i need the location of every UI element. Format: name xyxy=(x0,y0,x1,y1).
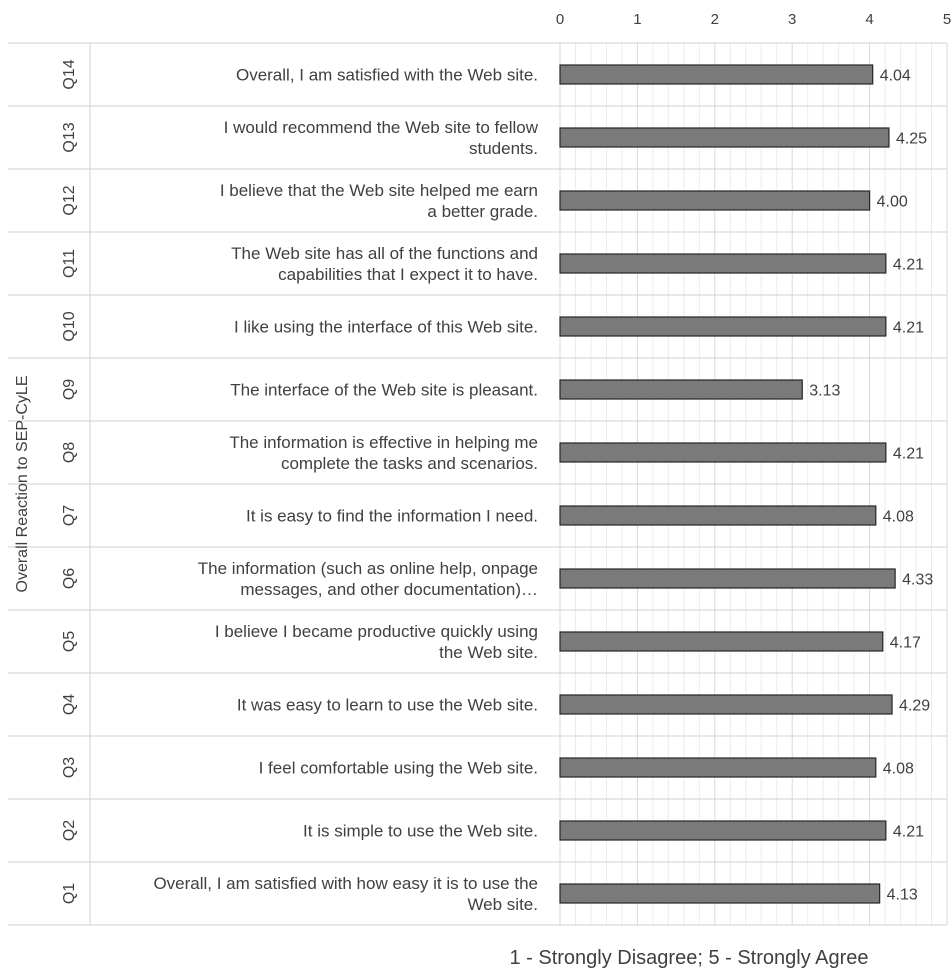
bar xyxy=(559,127,890,148)
question-id: Q11 xyxy=(61,249,78,278)
x-tick-label: 1 xyxy=(633,11,641,28)
x-axis-title: 1 - Strongly Disagree; 5 - Strongly Agre… xyxy=(509,947,868,968)
question-id: Q14 xyxy=(61,59,78,89)
question-id: Q4 xyxy=(61,694,78,715)
question-text: I believe I became productive quickly us… xyxy=(215,622,538,641)
y-axis-title: Overall Reaction to SEP-CyLE xyxy=(14,376,31,593)
question-id: Q10 xyxy=(61,311,78,341)
data-label: 4.17 xyxy=(890,635,921,652)
bar xyxy=(559,568,896,589)
question-text: capabilities that I expect it to have. xyxy=(278,265,538,284)
bar xyxy=(559,253,887,274)
question-text: The interface of the Web site is pleasan… xyxy=(230,381,538,400)
data-label: 4.21 xyxy=(893,824,924,841)
x-tick-label: 4 xyxy=(865,11,873,28)
question-text: The Web site has all of the functions an… xyxy=(231,244,538,263)
data-label: 4.13 xyxy=(887,887,918,904)
x-tick-label: 3 xyxy=(788,11,796,28)
bar xyxy=(559,379,803,400)
bar xyxy=(559,64,874,85)
question-id: Q9 xyxy=(61,379,78,400)
data-label: 4.00 xyxy=(877,194,908,211)
data-label: 4.08 xyxy=(883,509,914,526)
question-id: Q1 xyxy=(61,883,78,904)
question-text: students. xyxy=(469,139,538,158)
question-text: It is easy to find the information I nee… xyxy=(246,507,538,526)
question-id: Q8 xyxy=(61,442,78,463)
bar xyxy=(559,694,893,715)
question-id: Q12 xyxy=(61,185,78,215)
x-axis-ticks: 0 1 2 3 4 5 xyxy=(556,11,951,28)
data-label: 4.21 xyxy=(893,446,924,463)
data-label: 4.21 xyxy=(893,320,924,337)
question-text: It is simple to use the Web site. xyxy=(303,822,538,841)
question-text: Overall, I am satisfied with how easy it… xyxy=(153,874,538,893)
bar xyxy=(559,505,877,526)
data-label: 4.25 xyxy=(896,131,927,148)
bar xyxy=(559,316,887,337)
data-label: 4.04 xyxy=(880,68,911,85)
question-text: The information (such as online help, on… xyxy=(198,559,538,578)
question-id: Q6 xyxy=(61,568,78,589)
question-id: Q7 xyxy=(61,505,78,526)
bar xyxy=(559,190,871,211)
question-text: I like using the interface of this Web s… xyxy=(234,318,538,337)
bar xyxy=(559,820,887,841)
question-text: Overall, I am satisfied with the Web sit… xyxy=(236,66,538,85)
question-text: a better grade. xyxy=(427,202,538,221)
row-separators xyxy=(8,42,947,926)
x-tick-label: 2 xyxy=(711,11,719,28)
bar xyxy=(559,757,877,778)
question-text: messages, and other documentation)… xyxy=(240,580,538,599)
data-label: 4.29 xyxy=(899,698,930,715)
bar xyxy=(559,442,887,463)
data-label: 4.08 xyxy=(883,761,914,778)
question-text: It was easy to learn to use the Web site… xyxy=(237,696,538,715)
question-text: I believe that the Web site helped me ea… xyxy=(220,181,538,200)
question-id: Q13 xyxy=(61,122,78,152)
question-text: complete the tasks and scenarios. xyxy=(281,454,538,473)
data-label: 3.13 xyxy=(809,383,840,400)
question-text: Web site. xyxy=(467,895,538,914)
x-tick-label: 5 xyxy=(943,11,951,28)
category-labels: Q14 Overall, I am satisfied with the Web … xyxy=(61,59,539,914)
data-label: 4.33 xyxy=(902,572,933,589)
question-text: I would recommend the Web site to fellow xyxy=(224,118,539,137)
question-id: Q5 xyxy=(61,631,78,652)
x-tick-label: 0 xyxy=(556,11,564,28)
question-id: Q2 xyxy=(61,820,78,841)
question-id: Q3 xyxy=(61,757,78,778)
question-text: The information is effective in helping … xyxy=(229,433,538,452)
data-label: 4.21 xyxy=(893,257,924,274)
question-text: the Web site. xyxy=(439,643,538,662)
question-text: I feel comfortable using the Web site. xyxy=(259,759,538,778)
bars: 4.04 4.25 4.00 4.21 4.21 3.13 4.21 4.08 4.33 4.17… xyxy=(559,64,933,904)
bar xyxy=(559,631,884,652)
bar xyxy=(559,883,881,904)
